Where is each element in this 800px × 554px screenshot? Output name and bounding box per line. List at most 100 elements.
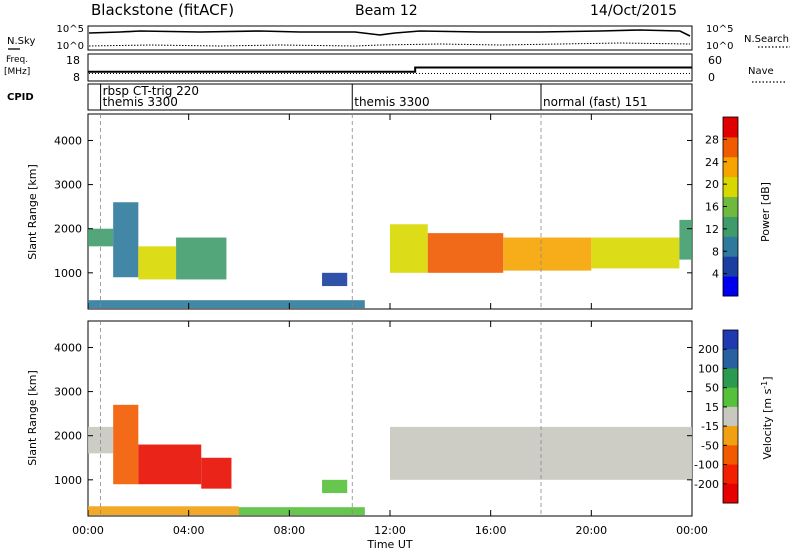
velocity-colorbar-segment — [723, 483, 738, 504]
noise-left-tick-top: 10^5 — [57, 24, 84, 35]
power-ylabel: Slant Range [km] — [26, 164, 39, 260]
power-colorbar-tick-label: 12 — [705, 223, 719, 236]
date-title: 14/Oct/2015 — [590, 3, 677, 19]
velocity-colorbar-label: Velocity [m s-1] — [760, 376, 775, 459]
time-axis-ticks: 00:00 04:00 08:00 12:00 16:00 20:00 00:00 — [72, 524, 708, 537]
power-colorbar-segment — [723, 196, 738, 217]
x-tick-label: 20:00 — [575, 524, 607, 537]
velocity-panel-frame — [87, 320, 693, 517]
power-colorbar-segment — [723, 176, 738, 198]
radar-data-region — [390, 224, 428, 273]
velocity-colorbar-segment — [723, 349, 738, 369]
noise-right-tick-bottom: 10^0 — [706, 41, 733, 52]
y-tick-label: 1000 — [54, 267, 82, 280]
radar-data-region — [138, 444, 202, 485]
nsky-trace — [88, 29, 691, 37]
cpid-program-label: rbsp CT-trig 220 — [103, 84, 199, 98]
radar-data-region — [427, 233, 504, 273]
velocity-colorbar-tick-label: 50 — [705, 382, 719, 395]
velocity-colorbar-tick-label: -100 — [694, 459, 719, 472]
radar-data-region — [88, 300, 365, 309]
x-tick-label: 12:00 — [374, 524, 406, 537]
power-colorbar-tick-label: 16 — [705, 201, 719, 214]
beam-title: Beam 12 — [355, 3, 418, 19]
radar-data-region — [88, 506, 239, 516]
radar-data-region — [88, 228, 114, 247]
radar-data-region — [176, 237, 227, 280]
noise-left-tick-bottom: 10^0 — [57, 41, 84, 52]
velocity-colorbar-segment — [723, 387, 738, 408]
cpid-label: CPID — [7, 92, 34, 103]
radar-data-region — [138, 246, 177, 280]
y-tick-label: 3000 — [54, 179, 82, 192]
radar-data-region — [113, 202, 139, 278]
power-colorbar-segment — [723, 256, 738, 277]
power-colorbar-tick-label: 28 — [705, 133, 719, 146]
power-colorbar-segment — [723, 236, 738, 257]
power-colorbar-label: Power [dB] — [759, 182, 772, 242]
freq-trace-group — [88, 66, 692, 74]
radar-data-region — [239, 507, 365, 516]
power-axes: 1000 2000 3000 4000 — [54, 114, 693, 309]
velocity-panel: 1000 2000 3000 4000 — [54, 320, 693, 517]
radar-data-region — [322, 272, 348, 287]
radar-data-region — [591, 237, 680, 269]
cpid-program-label: themis 3300 — [103, 95, 178, 109]
x-tick-label: 04:00 — [173, 524, 205, 537]
velocity-colorbar-segment — [723, 368, 738, 389]
power-colorbar-tick-label: 8 — [712, 245, 719, 258]
x-tick-label: 08:00 — [273, 524, 305, 537]
freq-label-line2: [MHz] — [4, 67, 30, 77]
power-colorbar-segment — [723, 117, 738, 138]
velocity-colorbar-segment — [723, 464, 738, 485]
time-axis-label: Time UT — [366, 538, 412, 551]
freq-right-tick-bottom: 0 — [708, 71, 715, 84]
freq-right-tick-top: 60 — [708, 54, 722, 67]
nsearch-label: N.Search — [744, 34, 789, 45]
y-tick-label: 2000 — [54, 430, 82, 443]
velocity-colorbar-segment — [723, 426, 738, 446]
station-title: Blackstone (fitACF) — [91, 1, 234, 19]
y-tick-label: 1000 — [54, 474, 82, 487]
velocity-ylabel: Slant Range [km] — [26, 370, 39, 466]
y-tick-label: 2000 — [54, 223, 82, 236]
freq-left-tick-bottom: 8 — [73, 71, 80, 84]
noise-right-tick-top: 10^5 — [706, 24, 733, 35]
velocity-colorbar-tick-label: 15 — [705, 401, 719, 414]
velocity-colorbar-tick-label: 200 — [698, 343, 719, 356]
power-panel: 1000 2000 3000 4000 — [54, 113, 693, 310]
radar-data-region — [679, 219, 692, 260]
nsearch-trace — [88, 42, 691, 47]
cpid-program-label: themis 3300 — [354, 95, 429, 109]
velocity-data — [88, 404, 692, 516]
y-tick-label: 4000 — [54, 341, 82, 354]
freq-trace — [88, 66, 692, 73]
x-tick-label: 16:00 — [475, 524, 507, 537]
cpid-program-label: normal (fast) 151 — [543, 95, 647, 109]
power-data — [88, 202, 692, 309]
nave-label: Nave — [748, 66, 774, 77]
power-colorbar-segment — [723, 156, 738, 178]
power-colorbar-tick-label: 20 — [705, 178, 719, 191]
radar-data-region — [503, 237, 592, 271]
power-colorbar-segment — [723, 216, 738, 237]
radar-data-region — [113, 404, 139, 485]
velocity-colorbar-segment — [723, 445, 738, 466]
radar-data-region — [322, 479, 348, 494]
power-panel-frame — [87, 113, 693, 310]
power-colorbar-segment — [723, 276, 738, 297]
x-tick-label: 00:00 — [676, 524, 708, 537]
velocity-colorbar-segment — [723, 330, 738, 350]
velocity-colorbar-tick-label: 100 — [698, 362, 719, 375]
power-colorbar-tick-label: 4 — [712, 268, 719, 281]
velocity-colorbar-frame — [722, 329, 739, 504]
freq-label-line1: Freq. — [6, 55, 28, 65]
radar-data-region — [201, 457, 232, 489]
power-colorbar-tick-label: 24 — [705, 156, 719, 169]
velocity-colorbar-segment — [723, 406, 738, 427]
velocity-colorbar-tick-label: -200 — [694, 478, 719, 491]
cpid-panel-frame — [87, 83, 693, 111]
velocity-colorbar: 200 100 50 15 -15 -50 -100 -200 — [694, 329, 739, 504]
